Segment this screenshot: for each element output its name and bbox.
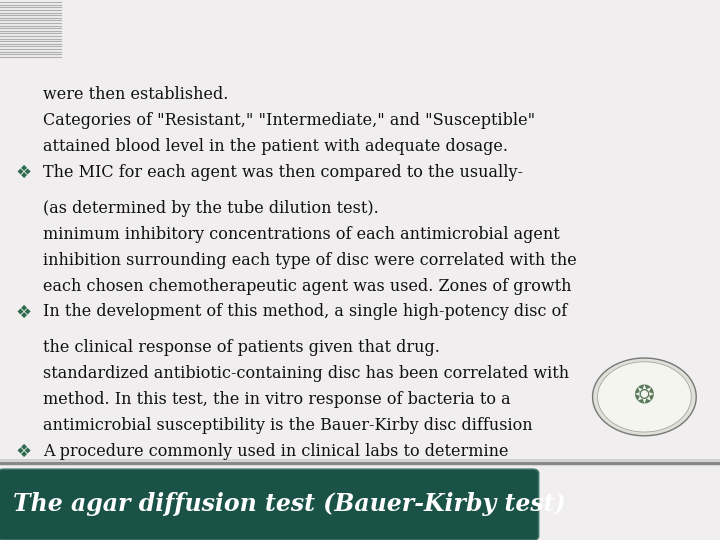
Text: ❖: ❖: [16, 443, 32, 461]
Text: ❖: ❖: [16, 303, 32, 321]
Text: Categories of "Resistant," "Intermediate," and "Susceptible": Categories of "Resistant," "Intermediate…: [43, 112, 536, 129]
Text: ❂: ❂: [634, 385, 655, 409]
Text: inhibition surrounding each type of disc were correlated with the: inhibition surrounding each type of disc…: [43, 252, 577, 268]
Text: A procedure commonly used in clinical labs to determine: A procedure commonly used in clinical la…: [43, 443, 509, 460]
Text: standardized antibiotic-containing disc has been correlated with: standardized antibiotic-containing disc …: [43, 365, 570, 382]
Text: (as determined by the tube dilution test).: (as determined by the tube dilution test…: [43, 200, 379, 217]
Text: antimicrobial susceptibility is the Bauer-Kirby disc diffusion: antimicrobial susceptibility is the Baue…: [43, 417, 533, 434]
Polygon shape: [593, 358, 696, 436]
Polygon shape: [598, 362, 691, 432]
Text: attained blood level in the patient with adequate dosage.: attained blood level in the patient with…: [43, 138, 508, 155]
Text: The agar diffusion test (Bauer-Kirby test): The agar diffusion test (Bauer-Kirby tes…: [13, 492, 566, 516]
Text: each chosen chemotherapeutic agent was used. Zones of growth: each chosen chemotherapeutic agent was u…: [43, 278, 572, 294]
Text: In the development of this method, a single high-potency disc of: In the development of this method, a sin…: [43, 303, 567, 320]
Text: The MIC for each agent was then compared to the usually-: The MIC for each agent was then compared…: [43, 164, 523, 181]
FancyBboxPatch shape: [0, 469, 539, 540]
Text: the clinical response of patients given that drug.: the clinical response of patients given …: [43, 339, 440, 356]
Text: ❖: ❖: [16, 164, 32, 182]
Text: minimum inhibitory concentrations of each antimicrobial agent: minimum inhibitory concentrations of eac…: [43, 226, 560, 242]
Text: method. In this test, the in vitro response of bacteria to a: method. In this test, the in vitro respo…: [43, 391, 510, 408]
Text: were then established.: were then established.: [43, 86, 228, 103]
